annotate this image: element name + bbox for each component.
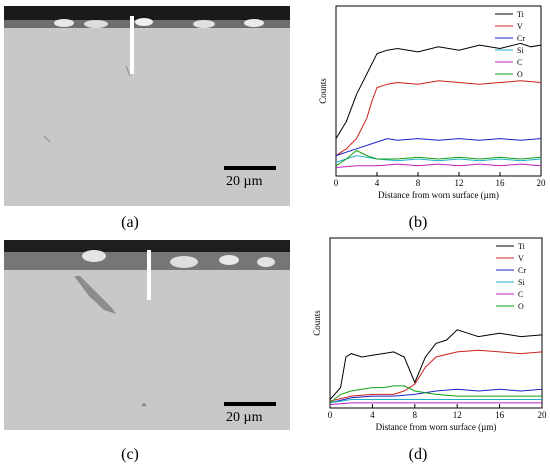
legend-label-ti-d: Ti [518, 242, 526, 251]
series-line-c-b [335, 163, 542, 168]
x-axis-label-b: Distance from worn surface (µm) [378, 190, 499, 200]
series-line-si-b [335, 155, 542, 163]
plot-frame-b [335, 5, 542, 177]
micrograph-c: 20 µm [4, 240, 290, 430]
series-line-cr-d [329, 388, 543, 404]
series-line-ti-d [329, 329, 543, 400]
chart-d: 0 4 8 12 16 20 Distance from worn surface (µm)… [312, 237, 548, 432]
line-scan-marker-c [147, 250, 151, 300]
series-line-cr-b [335, 138, 542, 157]
x-tick-label-b: 8 [416, 178, 421, 188]
legend-label-si-b: Si [517, 46, 524, 55]
x-tick-label-b: 4 [375, 178, 380, 188]
scale-bar-c [224, 402, 276, 406]
series-line-v-b [335, 80, 542, 157]
legend-label-ti-b: Ti [517, 10, 525, 19]
legend-label-o-d: O [518, 302, 524, 311]
x-tick-label-b: 0 [334, 178, 339, 188]
y-axis-label-d: Counts [312, 310, 322, 336]
scale-bar-a [224, 166, 276, 170]
legend-label-cr-d: Cr [518, 266, 526, 275]
legend-label-o-b: O [517, 70, 523, 79]
series-line-o-b [335, 149, 542, 167]
panel-label-b: (b) [408, 214, 428, 231]
micrograph-a: 20 µm [4, 6, 290, 206]
plot-frame-d [329, 237, 543, 409]
x-tick-label-d: 16 [495, 410, 505, 420]
x-tick-label-b: 16 [496, 178, 506, 188]
panel-label-a: (a) [121, 214, 139, 231]
legend-label-si-d: Si [518, 278, 525, 287]
series-line-ti-b [335, 42, 542, 139]
legend-label-c-b: C [517, 58, 522, 67]
x-tick-label-d: 4 [370, 410, 375, 420]
x-tick-label-d: 20 [538, 410, 548, 420]
x-axis-label-d: Distance from worn surface (µm) [376, 422, 497, 432]
panel-label-d: (d) [408, 446, 428, 463]
series-line-c-d [329, 402, 542, 406]
legend-label-v-d: V [518, 254, 524, 263]
x-tick-label-b: 12 [455, 178, 464, 188]
x-tick-label-d: 12 [453, 410, 462, 420]
chart-b: 0 4 8 12 16 20 Distance from worn surface (µm)… [318, 5, 547, 200]
series-line-si-d [329, 399, 542, 404]
legend-label-v-b: V [517, 22, 523, 31]
y-axis-label-b: Counts [318, 78, 328, 104]
x-tick-label-b: 20 [537, 178, 547, 188]
legend-label-c-d: C [518, 290, 523, 299]
scale-bar-label-a: 20 µm [226, 174, 263, 189]
legend-label-cr-b: Cr [517, 34, 525, 43]
series-line-o-d [329, 385, 542, 404]
panel-label-c: (c) [121, 446, 139, 463]
scale-bar-label-c: 20 µm [226, 410, 263, 425]
micrograph-a-image [4, 6, 290, 206]
x-tick-label-d: 8 [413, 410, 418, 420]
series-line-v-d [329, 349, 543, 402]
x-tick-label-d: 0 [328, 410, 333, 420]
line-scan-marker-a [130, 16, 134, 74]
